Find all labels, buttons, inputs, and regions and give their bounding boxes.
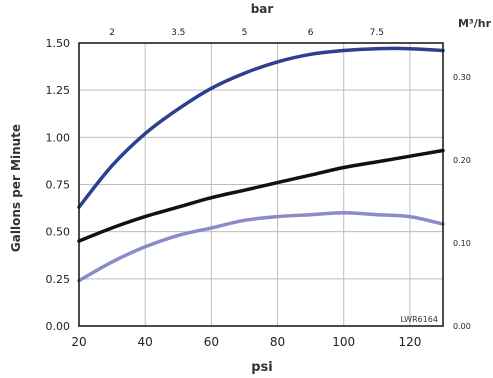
top-tick-label: 7.5	[370, 28, 384, 38]
x-tick-label: 60	[204, 335, 219, 349]
y-tick-label: 1.25	[46, 84, 71, 97]
y-tick-label: 0.50	[46, 226, 71, 239]
series-line-2	[77, 148, 445, 243]
series-line-1	[77, 46, 445, 209]
y-axis-ticks: 0.00 0.25 0.50 0.75 1.00 1.25 1.50	[46, 37, 71, 333]
x-tick-label: 120	[398, 335, 421, 349]
y-tick-label: 1.00	[46, 131, 71, 144]
top-tick-label: 5	[242, 28, 248, 38]
right-axis-title: M³/hr	[458, 17, 492, 30]
top-tick-label: 6	[308, 28, 314, 38]
right-axis-ticks: 0.00 0.10 0.20 0.30	[453, 73, 471, 331]
y-axis-title: Gallons per Minute	[9, 124, 23, 252]
chart-code-annotation: LWR6164	[400, 315, 438, 324]
x-tick-label: 100	[332, 335, 355, 349]
grid	[78, 42, 444, 327]
top-tick-label: 3.5	[171, 28, 185, 38]
right-tick-label: 0.00	[453, 322, 471, 331]
right-tick-label: 0.30	[453, 73, 471, 82]
x-axis-title: psi	[251, 360, 273, 375]
y-tick-label: 1.50	[46, 37, 71, 50]
plot-frame	[78, 42, 444, 327]
x-axis-ticks: 20 40 60 80 100 120	[71, 335, 421, 349]
y-tick-label: 0.25	[46, 273, 71, 286]
top-axis-ticks: 2 3.5 5 6 7.5	[109, 28, 384, 38]
y-tick-label: 0.75	[46, 179, 71, 192]
series-line-3	[77, 211, 445, 283]
top-tick-label: 2	[109, 28, 115, 38]
x-tick-label: 40	[138, 335, 153, 349]
right-tick-label: 0.10	[453, 239, 471, 248]
right-tick-label: 0.20	[453, 156, 471, 165]
x-tick-label: 20	[71, 335, 86, 349]
series-lines	[77, 46, 445, 283]
y-tick-label: 0.00	[46, 320, 71, 333]
top-axis-title: bar	[251, 2, 274, 16]
x-tick-label: 80	[270, 335, 285, 349]
